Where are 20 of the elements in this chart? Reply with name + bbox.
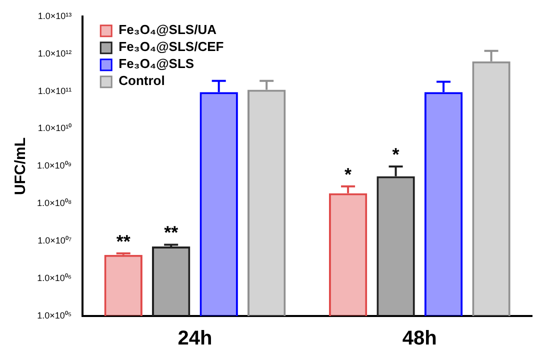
x-tick-label: 48h bbox=[402, 328, 437, 350]
legend-label: Fe₃O₄@SLS/CEF bbox=[118, 38, 224, 54]
y-tick-label: 1.0×10¹² bbox=[38, 48, 72, 58]
y-tick-label: 1.0×10¹¹ bbox=[38, 86, 72, 96]
y-tick-label: 1.0×10⁰⁷ bbox=[38, 236, 72, 246]
y-axis-title: UFC/mL bbox=[12, 137, 30, 195]
data-label: ** bbox=[164, 222, 178, 243]
y-tick-label: 1.0×10⁰⁸ bbox=[37, 198, 72, 208]
y-tick-label: 1.0×10⁰⁶ bbox=[37, 273, 72, 284]
y-tick-label: 1.0×10⁰⁹ bbox=[36, 160, 72, 171]
y-tick-label: 1.0×10¹⁰ bbox=[38, 123, 72, 134]
data-label: ** bbox=[116, 231, 130, 252]
y-tick-label: 1.0×10⁰⁵ bbox=[37, 310, 72, 320]
legend-label: Fe₃O₄@SLS bbox=[118, 56, 194, 71]
data-label: * bbox=[344, 164, 352, 184]
x-tick-label: 24h bbox=[178, 328, 212, 350]
data-label: * bbox=[392, 144, 400, 164]
legend-label: Control bbox=[118, 72, 165, 88]
legend-label: Fe₃O₄@SLS/UA bbox=[118, 22, 218, 37]
y-tick-label: 1.0×10¹³ bbox=[38, 10, 72, 21]
